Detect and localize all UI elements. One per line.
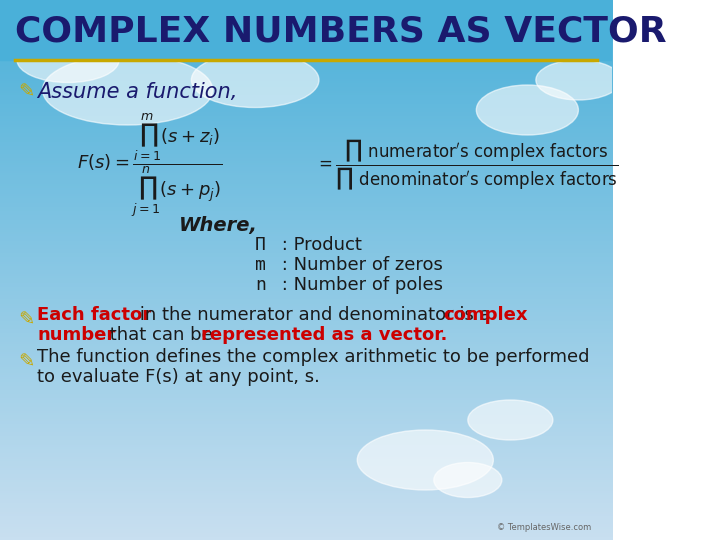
Text: in the numerator and denominator is a: in the numerator and denominator is a — [135, 306, 497, 324]
Text: ✎: ✎ — [19, 310, 35, 329]
Ellipse shape — [434, 462, 502, 497]
Text: ✎: ✎ — [19, 83, 35, 102]
Ellipse shape — [17, 37, 119, 83]
Ellipse shape — [192, 52, 319, 107]
Text: : Product: : Product — [276, 236, 362, 254]
Text: : Number of poles: : Number of poles — [276, 276, 444, 294]
Text: The function defines the complex arithmetic to be performed: The function defines the complex arithme… — [37, 348, 590, 366]
Ellipse shape — [477, 85, 578, 135]
Text: m: m — [255, 256, 266, 274]
Ellipse shape — [468, 400, 553, 440]
Text: $= \dfrac{\prod \mathrm{\ numerator's\ complex\ factors}}{\prod \mathrm{\ denomi: $= \dfrac{\prod \mathrm{\ numerator's\ c… — [315, 138, 618, 192]
Text: ✎: ✎ — [19, 353, 35, 372]
Bar — [0, 0, 613, 60]
Text: Assume a function,: Assume a function, — [37, 82, 238, 102]
Text: to evaluate F(s) at any point, s.: to evaluate F(s) at any point, s. — [37, 368, 320, 386]
Ellipse shape — [42, 55, 212, 125]
Text: $F(s) = \dfrac{\prod_{i=1}^{m}(s + z_i)}{\prod_{j=1}^{n}(s + p_j)}$: $F(s) = \dfrac{\prod_{i=1}^{m}(s + z_i)}… — [76, 111, 222, 219]
Text: n: n — [255, 276, 266, 294]
Text: Where,: Where, — [179, 215, 258, 234]
Text: Π: Π — [255, 236, 266, 254]
Text: complex: complex — [443, 306, 527, 324]
Text: number: number — [37, 326, 116, 344]
Text: COMPLEX NUMBERS AS VECTOR: COMPLEX NUMBERS AS VECTOR — [15, 15, 667, 49]
Ellipse shape — [536, 60, 621, 100]
Text: : Number of zeros: : Number of zeros — [276, 256, 444, 274]
Text: that can be: that can be — [104, 326, 218, 344]
Text: represented as a vector.: represented as a vector. — [202, 326, 448, 344]
Ellipse shape — [357, 430, 493, 490]
Text: Each factor: Each factor — [37, 306, 151, 324]
Text: © TemplatesWise.com: © TemplatesWise.com — [497, 523, 591, 532]
